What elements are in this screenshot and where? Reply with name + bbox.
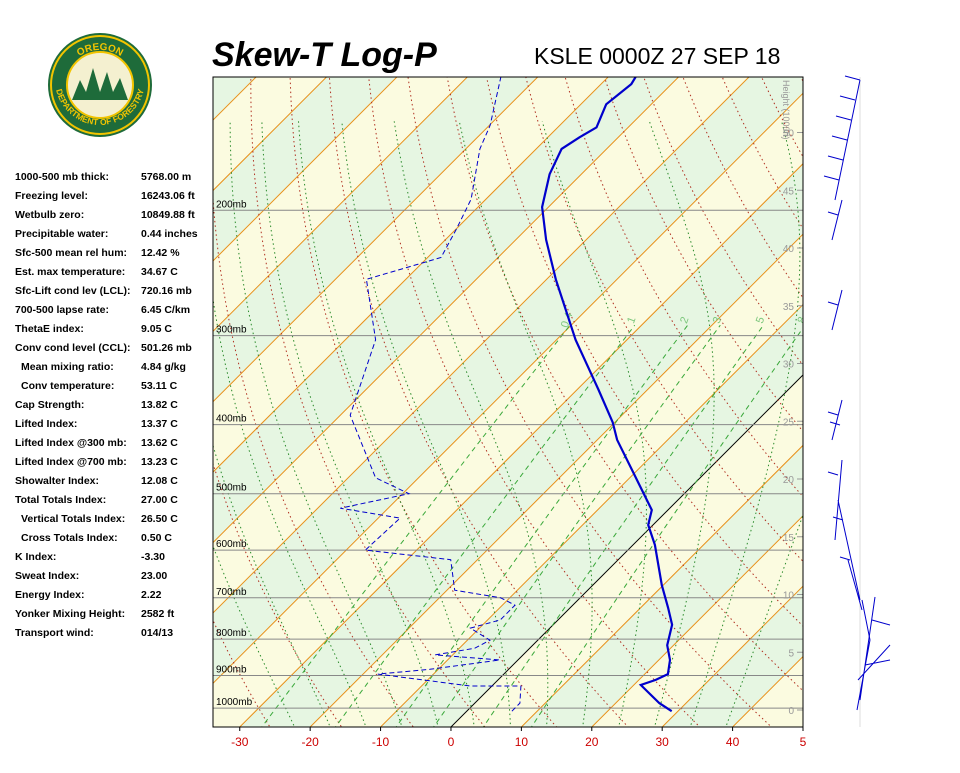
index-value: 23.00 [141,570,167,582]
index-value: -3.30 [141,551,165,563]
x-tick-label: 10 [515,735,529,749]
index-label: Lifted Index: [15,418,77,430]
dry-adiabat [910,0,960,738]
index-label: ThetaE index: [15,323,84,335]
index-value: 5768.00 m [141,171,191,183]
height-tick-label: 30 [783,360,795,371]
index-label: Cap Strength: [15,399,84,411]
index-label: Cross Totals Index: [21,532,118,544]
index-value: 720.16 mb [141,285,192,297]
index-label: K Index: [15,551,56,563]
isotherm [863,0,960,738]
y-tick-label: 1000mb [216,697,253,708]
chart-subtitle: KSLE 0000Z 27 SEP 18 [534,43,780,69]
height-tick-label: 35 [783,302,795,313]
index-label: Transport wind: [15,627,94,639]
index-value: 34.67 C [141,266,178,278]
logo: OREGON DEPARTMENT OF FORESTRY [48,33,152,137]
x-tick-label: 5 [800,735,807,749]
index-label: Est. max temperature: [15,266,125,278]
index-value: 27.00 C [141,494,178,506]
index-label: Vertical Totals Index: [21,513,125,525]
y-tick-label: 900mb [216,665,247,676]
dry-adiabat [874,0,960,738]
x-tick-label: -30 [231,735,249,749]
index-label: Energy Index: [15,589,84,601]
index-label: Total Totals Index: [15,494,106,506]
index-label: Precipitable water: [15,228,108,240]
index-label: Showalter Index: [15,475,99,487]
index-value: 16243.06 ft [141,190,195,202]
index-label: Mean mixing ratio: [21,361,114,373]
height-tick-label: 45 [783,186,795,197]
index-value: 53.11 C [141,380,178,392]
index-value: 10849.88 ft [141,209,195,221]
height-tick-label: 20 [783,475,795,486]
band [792,0,960,738]
index-value: 501.26 mb [141,342,192,354]
height-axis-label: Height (1000ft) [781,80,791,140]
height-tick-label: 40 [783,244,795,255]
index-label: Wetbulb zero: [15,209,84,221]
dry-adiabat [947,0,960,738]
dry-adiabat [838,0,960,738]
index-label: Conv temperature: [21,380,114,392]
x-tick-label: -10 [372,735,390,749]
y-tick-label: 200mb [216,199,247,210]
index-value: 014/13 [141,627,173,639]
height-tick-label: 5 [788,648,794,659]
y-tick-label: 700mb [216,587,247,598]
y-tick-label: 300mb [216,325,247,336]
index-value: 13.82 C [141,399,178,411]
index-label: Sfc-Lift cond lev (LCL): [15,285,131,297]
x-tick-label: -20 [301,735,319,749]
index-label: Freezing level: [15,190,88,202]
height-tick-label: 25 [783,417,795,428]
index-value: 13.37 C [141,418,178,430]
y-tick-label: 600mb [216,539,247,550]
dry-adiabat [801,0,960,738]
index-value: 12.08 C [141,475,178,487]
index-label: Lifted Index @700 mb: [15,456,127,468]
index-value: 6.45 C/km [141,304,190,316]
index-label: Lifted Index @300 mb: [15,437,127,449]
index-value: 9.05 C [141,323,172,335]
x-tick-label: 20 [585,735,599,749]
index-value: 13.62 C [141,437,178,449]
x-tick-label: 0 [448,735,455,749]
index-label: Sweat Index: [15,570,79,582]
height-tick-label: 0 [788,706,794,717]
isotherm [792,0,960,738]
x-tick-label: 40 [726,735,740,749]
index-value: 26.50 C [141,513,178,525]
index-label: Sfc-500 mean rel hum: [15,247,127,259]
wind-barbs [824,76,890,727]
chart-title: Skew-T Log-P [212,36,437,74]
index-value: 2.22 [141,589,162,601]
y-tick-label: 400mb [216,414,247,425]
indices: 1000-500 mb thick: 5768.00 m Freezing leve… [15,171,198,639]
index-label: 1000-500 mb thick: [15,171,109,183]
index-value: 12.42 % [141,247,180,259]
index-value: 2582 ft [141,608,175,620]
index-value: 13.23 C [141,456,178,468]
index-label: Conv cond level (CCL): [15,342,131,354]
index-value: 0.50 C [141,532,172,544]
height-tick-label: 15 [783,533,795,544]
axes: -30 -20 -10 0 10 20 30 40 5 [231,727,807,749]
height-tick-label: 10 [783,591,795,602]
y-tick-label: 500mb [216,483,247,494]
x-tick-label: 30 [656,735,670,749]
index-label: Yonker Mixing Height: [15,608,125,620]
index-value: 0.44 inches [141,228,198,240]
index-label: 700-500 lapse rate: [15,304,109,316]
index-value: 4.84 g/kg [141,361,186,373]
y-tick-label: 800mb [216,628,247,639]
